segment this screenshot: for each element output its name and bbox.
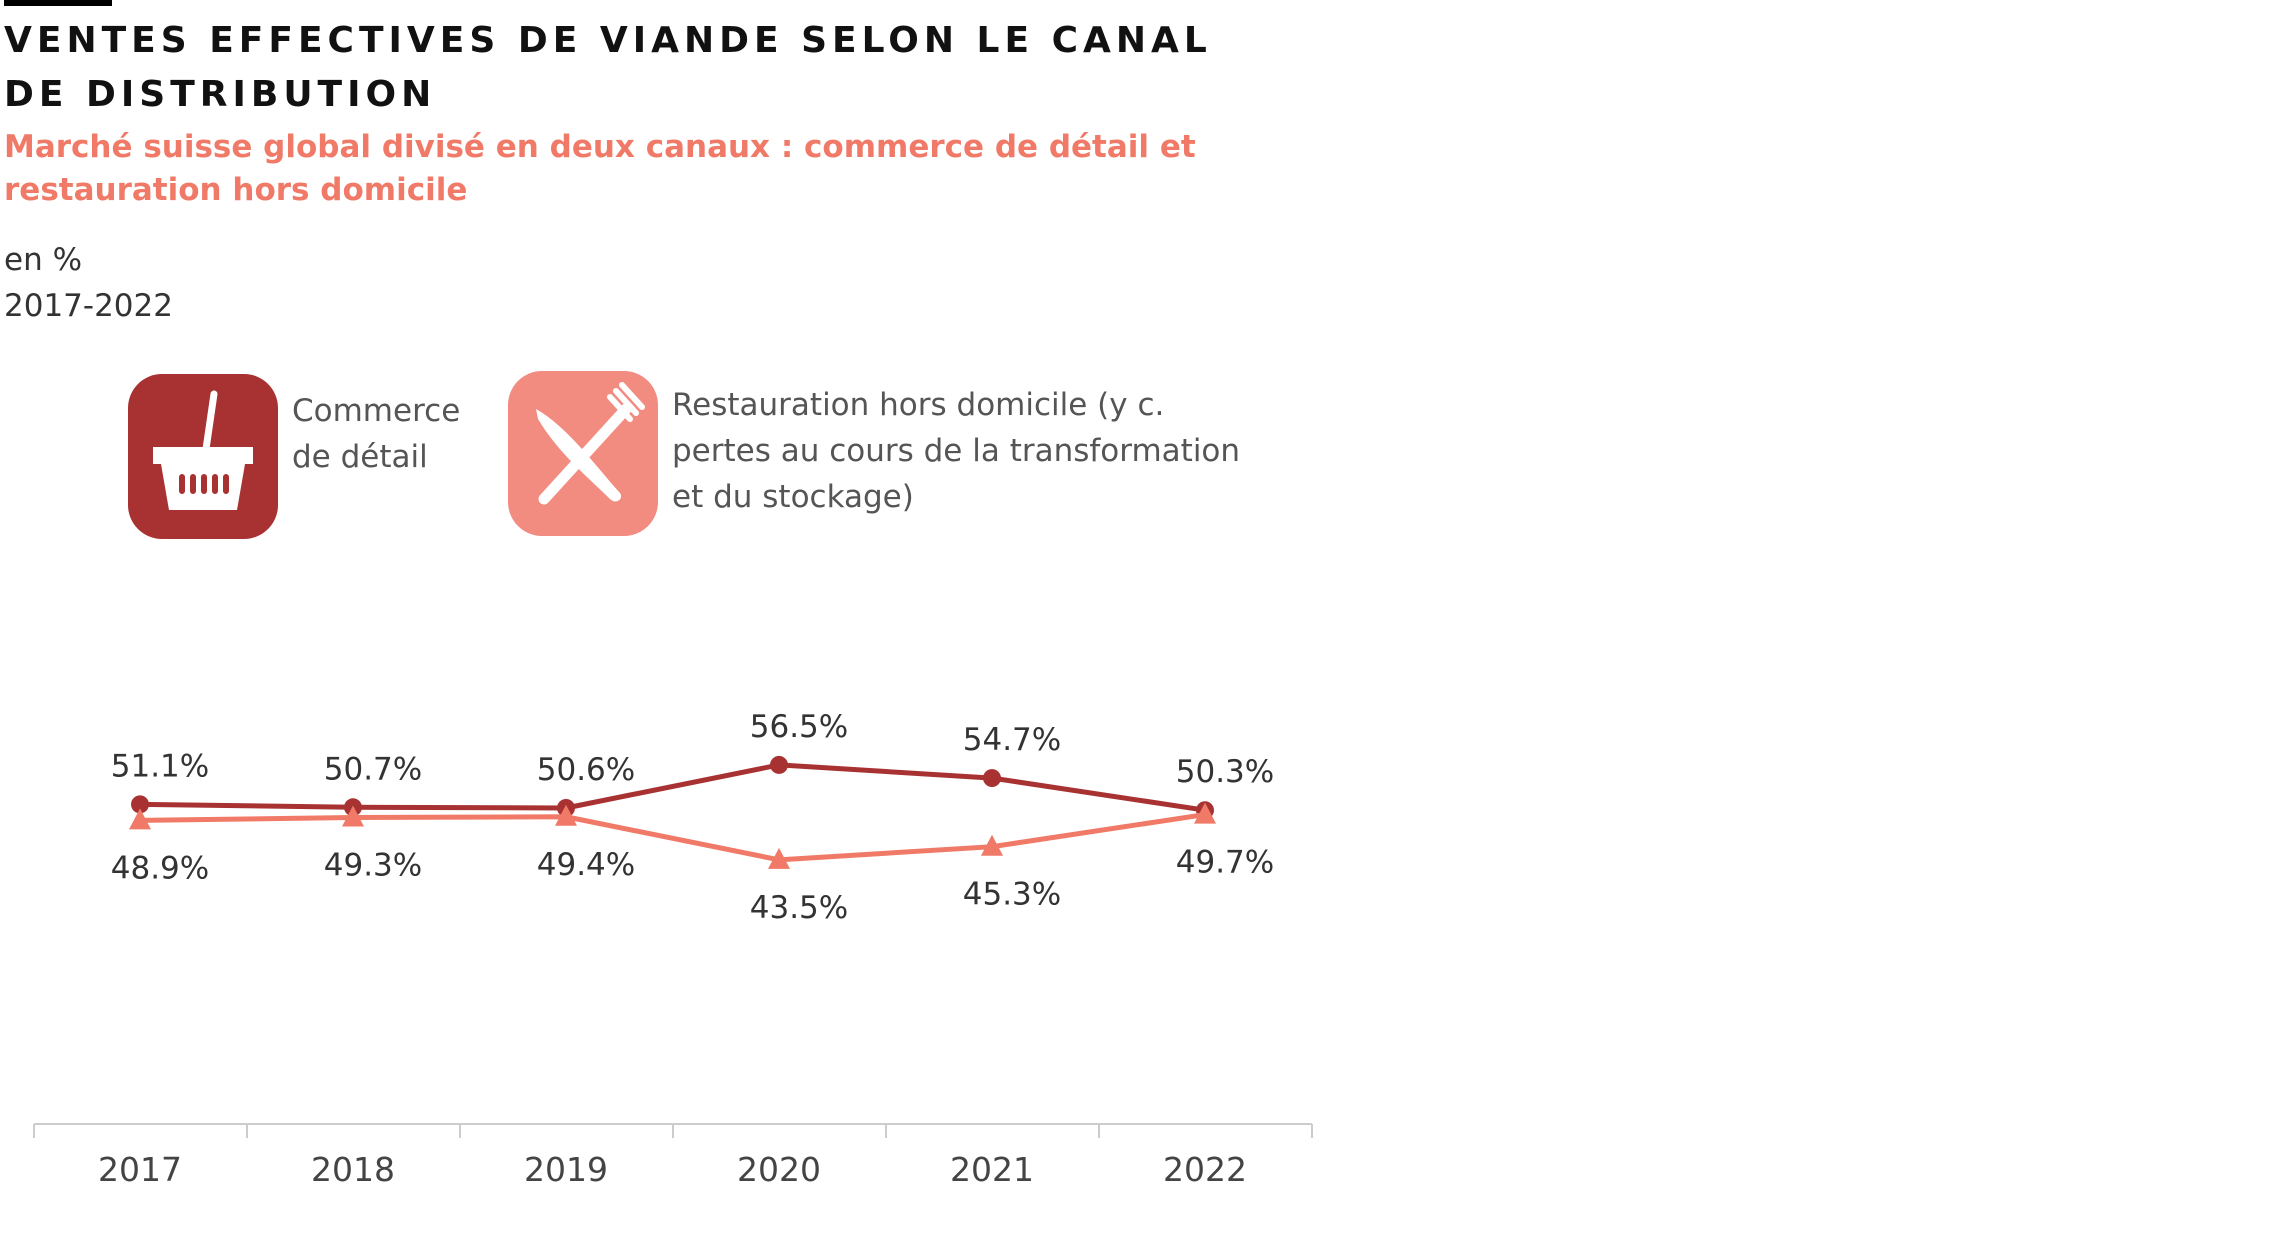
period-label: 2017-2022 [4,288,173,324]
x-tick-label: 2018 [311,1150,395,1189]
data-point [555,804,577,826]
series-line-1 [137,762,1208,813]
legend-label-restaurant: Restauration hors domicile (y c. pertes … [672,387,1241,515]
x-tick-label: 2022 [1163,1150,1247,1189]
data-label: 50.3% [1176,754,1274,790]
fork-knife-icon [508,371,658,536]
x-tick-label: 2021 [950,1150,1034,1189]
title-accent-bar [4,0,112,6]
data-label: 50.7% [324,751,422,787]
unit-label: en % [4,242,83,278]
data-label: 51.1% [111,748,209,784]
data-point [768,847,790,869]
data-label: 56.5% [750,709,848,745]
data-label: 50.6% [537,752,635,788]
data-point [131,795,149,814]
series-line-2 [137,812,1208,863]
data-label: 49.7% [1176,845,1274,881]
legend-label-retail: Commerce de détail [292,393,461,475]
data-label: 48.9% [111,850,209,886]
x-tick-label: 2020 [737,1150,821,1189]
data-point [129,808,151,830]
data-label: 45.3% [963,877,1061,913]
chart-subtitle: Marché suisse global divisé en deux cana… [4,129,1196,208]
basket-icon [128,374,278,539]
data-label: 49.3% [324,847,422,883]
data-label: 49.4% [537,847,635,883]
data-point [1194,802,1216,824]
data-label: 54.7% [963,722,1061,758]
data-point [342,805,364,827]
x-tick-label: 2017 [98,1150,182,1189]
data-point [770,755,788,774]
data-point [981,834,1003,856]
data-label: 43.5% [750,890,848,926]
x-tick-label: 2019 [524,1150,608,1189]
chart-title: VENTES EFFECTIVES DE VIANDE SELON LE CAN… [4,20,1212,115]
data-point [983,769,1001,788]
